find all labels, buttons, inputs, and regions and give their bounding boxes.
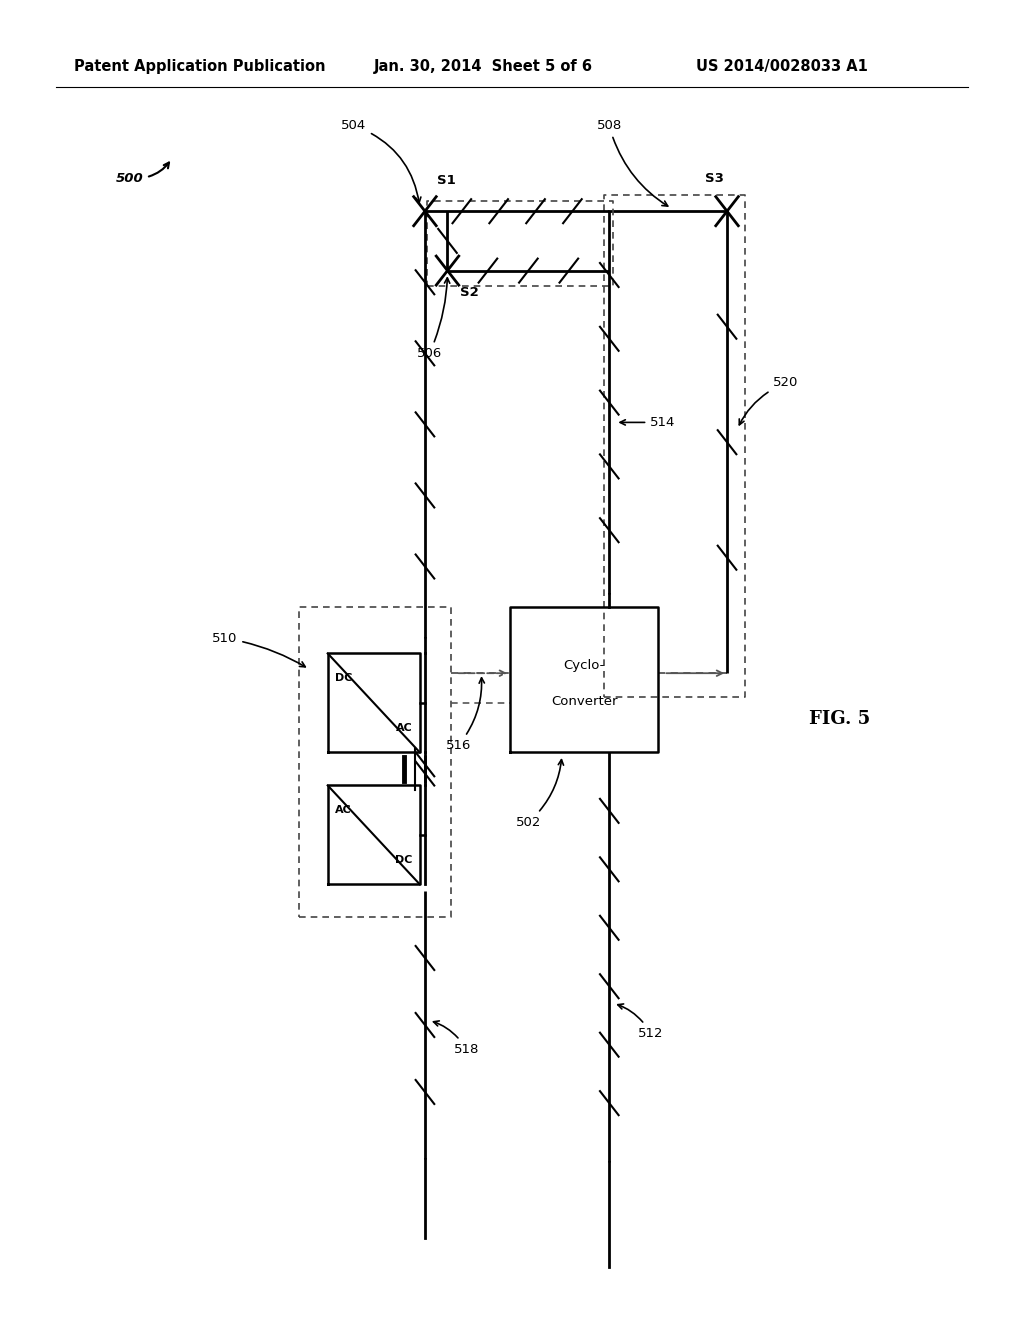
Text: 518: 518	[433, 1020, 479, 1056]
Text: 508: 508	[596, 119, 668, 206]
Text: AC: AC	[396, 722, 413, 733]
Text: Cyclo-: Cyclo-	[563, 659, 605, 672]
Text: FIG. 5: FIG. 5	[809, 710, 870, 729]
Text: Jan. 30, 2014  Sheet 5 of 6: Jan. 30, 2014 Sheet 5 of 6	[374, 59, 593, 74]
Text: 512: 512	[617, 1005, 664, 1040]
Text: Converter: Converter	[551, 696, 617, 708]
Text: 504: 504	[341, 119, 421, 203]
Text: DC: DC	[335, 673, 352, 684]
Text: DC: DC	[395, 854, 413, 865]
Text: S3: S3	[706, 172, 724, 185]
Text: S2: S2	[460, 286, 478, 300]
Text: 502: 502	[516, 760, 563, 829]
Text: AC: AC	[335, 805, 351, 816]
Text: 506: 506	[417, 279, 450, 360]
Text: S1: S1	[437, 174, 456, 187]
Text: 514: 514	[621, 416, 676, 429]
Text: US 2014/0028033 A1: US 2014/0028033 A1	[696, 59, 868, 74]
Text: 516: 516	[445, 678, 484, 752]
Text: 520: 520	[739, 376, 799, 425]
Text: 510: 510	[212, 632, 305, 667]
Text: 500: 500	[116, 162, 169, 185]
Text: Patent Application Publication: Patent Application Publication	[74, 59, 326, 74]
